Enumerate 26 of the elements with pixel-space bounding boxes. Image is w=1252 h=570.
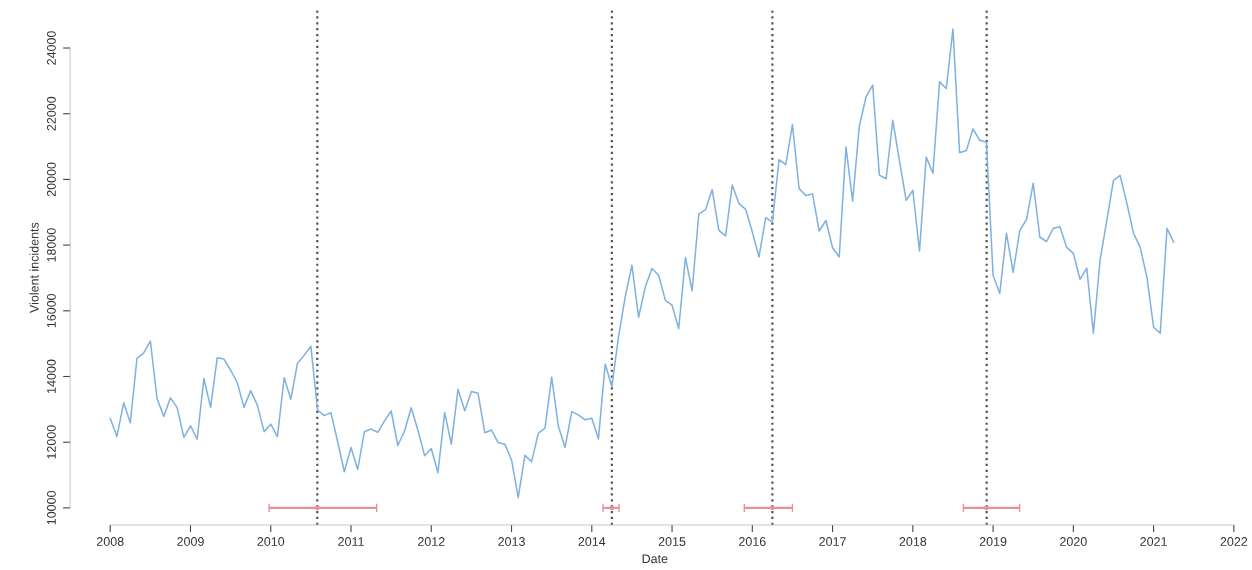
y-tick-label: 20000 xyxy=(46,162,56,197)
line-series xyxy=(109,28,1175,499)
x-tick-label: 2022 xyxy=(1220,537,1248,546)
x-tick-label: 2017 xyxy=(819,537,846,546)
y-tick-label: 10000 xyxy=(46,491,56,525)
x-tick-label: 2012 xyxy=(418,537,445,546)
x-tick-label: 2014 xyxy=(578,537,606,546)
x-tick-label: 2020 xyxy=(1060,537,1087,546)
y-tick-label: 14000 xyxy=(46,359,56,393)
y-tick-label: 18000 xyxy=(46,228,56,262)
y-tick-label: 24000 xyxy=(46,31,56,65)
x-tick-label: 2021 xyxy=(1140,537,1167,546)
x-tick-label: 2015 xyxy=(658,537,686,546)
x-tick-label: 2010 xyxy=(257,537,285,546)
x-tick-label: 2018 xyxy=(899,537,927,546)
x-tick-label: 2013 xyxy=(498,537,525,546)
y-axis-title: Violent incidents xyxy=(29,222,39,313)
x-tick-label: 2009 xyxy=(177,537,204,546)
x-tick-label: 2008 xyxy=(96,537,124,546)
x-tick-label: 2019 xyxy=(979,537,1007,546)
y-tick-label: 16000 xyxy=(46,293,56,328)
y-tick-label: 12000 xyxy=(46,425,56,459)
y-tick-label: 22000 xyxy=(46,96,56,131)
x-tick-label: 2011 xyxy=(338,537,364,546)
x-axis-title: Date xyxy=(642,554,668,564)
x-tick-label: 2016 xyxy=(739,537,766,546)
